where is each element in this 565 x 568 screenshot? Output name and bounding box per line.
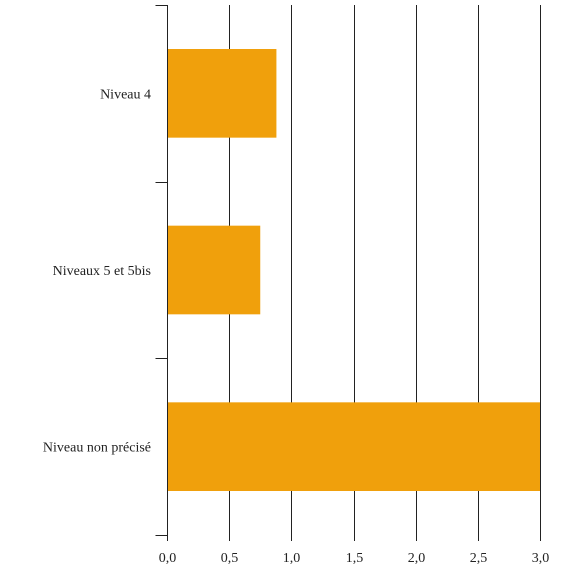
bar (167, 49, 277, 138)
category-label: Niveaux 5 et 5bis (53, 264, 151, 279)
category-label: Niveau 4 (100, 87, 151, 102)
category-label: Niveau non précisé (43, 441, 151, 456)
bar (167, 225, 261, 315)
x-tick-label: 3,0 (532, 551, 550, 566)
x-tick-label: 2,0 (408, 551, 426, 566)
bar (167, 402, 540, 491)
bars (167, 49, 540, 491)
x-tick-label: 1,0 (283, 551, 301, 566)
x-tick-label: 0,5 (221, 551, 239, 566)
axes (155, 5, 541, 541)
x-tick-label: 1,5 (346, 551, 364, 566)
labels: 0,0 0,5 1,0 1,5 2,0 2,5 3,0 Niveau 4 Niveaux 5 e… (43, 87, 549, 566)
x-tick-label: 0,0 (159, 551, 177, 566)
x-tick-label: 2,5 (470, 551, 488, 566)
